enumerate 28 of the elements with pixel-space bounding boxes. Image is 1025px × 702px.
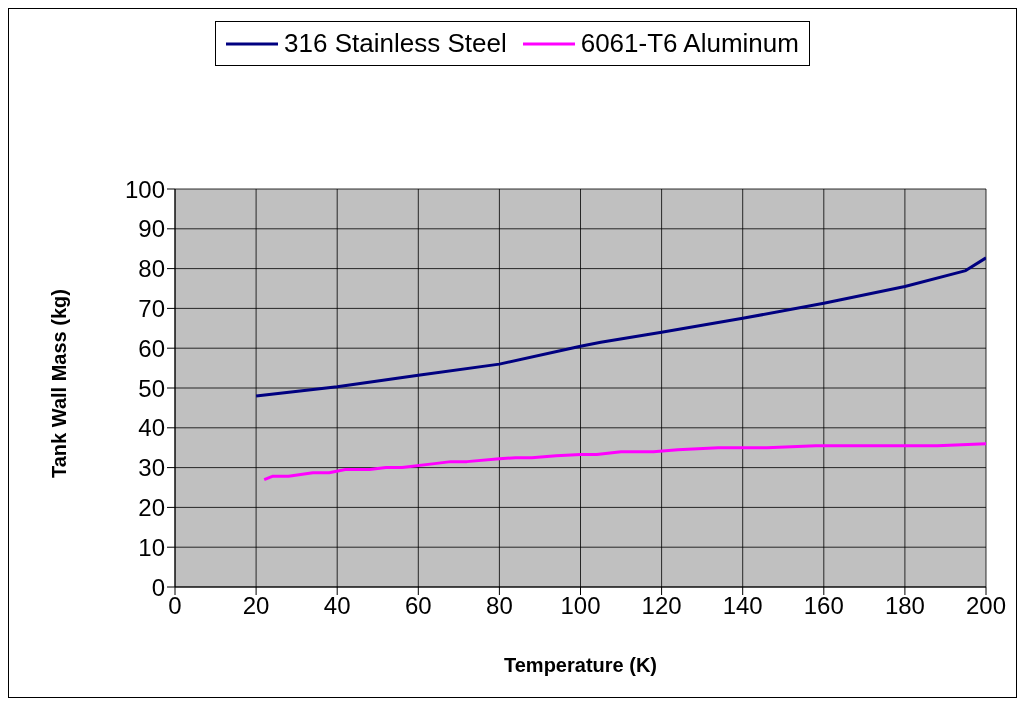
y-tick-label: 10 — [138, 533, 165, 561]
x-tick-label: 40 — [323, 592, 351, 620]
x-tick-label: 100 — [560, 592, 601, 620]
x-tick-label: 120 — [641, 592, 682, 620]
legend-label: 6061-T6 Aluminum — [579, 28, 799, 59]
y-tick-label: 70 — [138, 294, 165, 322]
y-tick-label: 60 — [138, 334, 165, 362]
x-tick-label: 140 — [722, 592, 763, 620]
line-series — [262, 442, 986, 482]
y-axis-title: Tank Wall Mass (kg) — [48, 289, 71, 478]
x-tick-label: 160 — [803, 592, 844, 620]
y-tick-label: 100 — [124, 175, 165, 203]
x-axis-title: Temperature (K) — [504, 654, 657, 676]
y-tick-label: 0 — [151, 573, 165, 601]
x-tick-label: 0 — [168, 592, 182, 620]
x-tick-label: 20 — [242, 592, 270, 620]
y-tick-label: 90 — [138, 215, 165, 243]
y-tick-label: 20 — [138, 493, 165, 521]
y-tick-label: 30 — [138, 454, 165, 482]
y-tick-label: 40 — [138, 414, 165, 442]
x-tick-label: 200 — [965, 592, 1007, 620]
x-tick-label: 60 — [404, 592, 432, 620]
x-tick-label: 80 — [486, 592, 513, 620]
x-tick-label: 180 — [884, 592, 925, 620]
line-series — [254, 256, 986, 398]
y-tick-label: 80 — [138, 255, 165, 283]
y-tick-label: 50 — [138, 374, 165, 402]
legend-label: 316 Stainless Steel — [283, 28, 507, 59]
